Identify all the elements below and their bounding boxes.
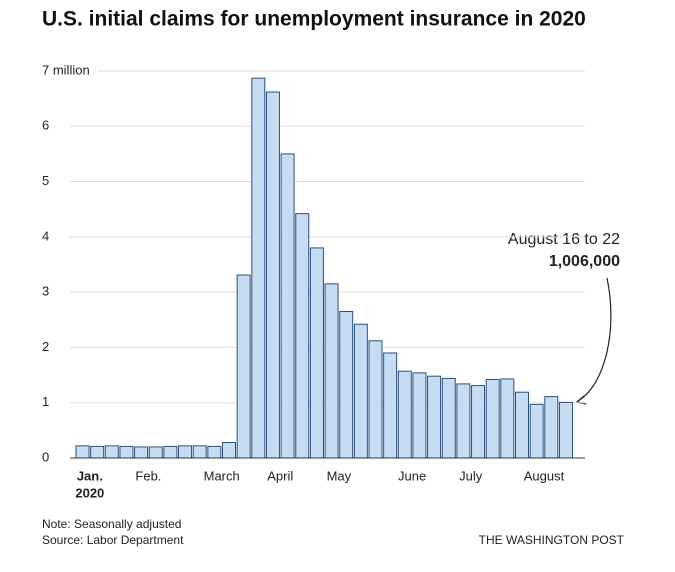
- bar: [515, 391, 529, 459]
- bar: [192, 445, 207, 459]
- x-tick-label: August: [524, 468, 565, 483]
- y-tick-label: 4: [42, 228, 49, 243]
- y-tick-label: 0: [42, 449, 49, 464]
- arrow-head: [575, 395, 587, 405]
- credit: THE WASHINGTON POST: [479, 533, 625, 547]
- bar: [90, 445, 105, 459]
- bar: [134, 446, 149, 459]
- bar: [265, 91, 280, 459]
- y-tick-label: 7 million: [42, 62, 90, 77]
- annotation: August 16 to 22: [508, 231, 620, 248]
- bar: [529, 403, 544, 459]
- bar: [295, 213, 310, 459]
- y-tick-label: 1: [42, 394, 49, 409]
- x-tick-label: June: [398, 468, 426, 483]
- bar: [397, 370, 412, 459]
- y-tick-label: 6: [42, 118, 49, 133]
- bar: [558, 401, 573, 459]
- bar: [368, 340, 383, 459]
- source: Source: Labor Department: [42, 533, 184, 547]
- x-tick-label: Feb.: [135, 468, 161, 483]
- y-tick-label: 5: [42, 173, 49, 188]
- annotation-arrow: [577, 277, 612, 402]
- y-tick-label: 3: [42, 284, 49, 299]
- x-tick-label: July: [459, 468, 483, 483]
- bar: [119, 445, 134, 459]
- bar: [412, 372, 427, 459]
- y-tick-label: 2: [42, 339, 49, 354]
- x-tick-label: Jan.: [77, 468, 103, 483]
- value-label: 1,006,000: [549, 253, 620, 270]
- bar: [485, 378, 500, 459]
- bar: [500, 378, 515, 459]
- bar: [236, 274, 251, 459]
- bar: [309, 247, 324, 459]
- bar: [427, 375, 442, 459]
- bar: [163, 445, 178, 459]
- x-tick-label: March: [204, 468, 240, 483]
- x-tick-label: April: [267, 468, 293, 483]
- bar: [75, 445, 90, 459]
- bar: [456, 383, 471, 459]
- bar: [353, 323, 368, 459]
- chart-title: U.S. initial claims for unemployment ins…: [42, 8, 586, 31]
- bar: [251, 77, 266, 459]
- bar: [207, 445, 222, 459]
- bar: [471, 385, 486, 459]
- bar: [280, 153, 295, 459]
- bar: [544, 396, 559, 459]
- x-tick-label: May: [327, 468, 352, 483]
- bar: [383, 352, 398, 459]
- x-year-label: 2020: [75, 485, 104, 500]
- bar: [441, 377, 456, 459]
- bar: [324, 283, 339, 459]
- note: Note: Seasonally adjusted: [42, 517, 181, 531]
- bar: [178, 445, 193, 459]
- bar: [148, 446, 163, 459]
- bar: [222, 442, 236, 459]
- bar: [104, 445, 119, 459]
- bar: [339, 310, 354, 459]
